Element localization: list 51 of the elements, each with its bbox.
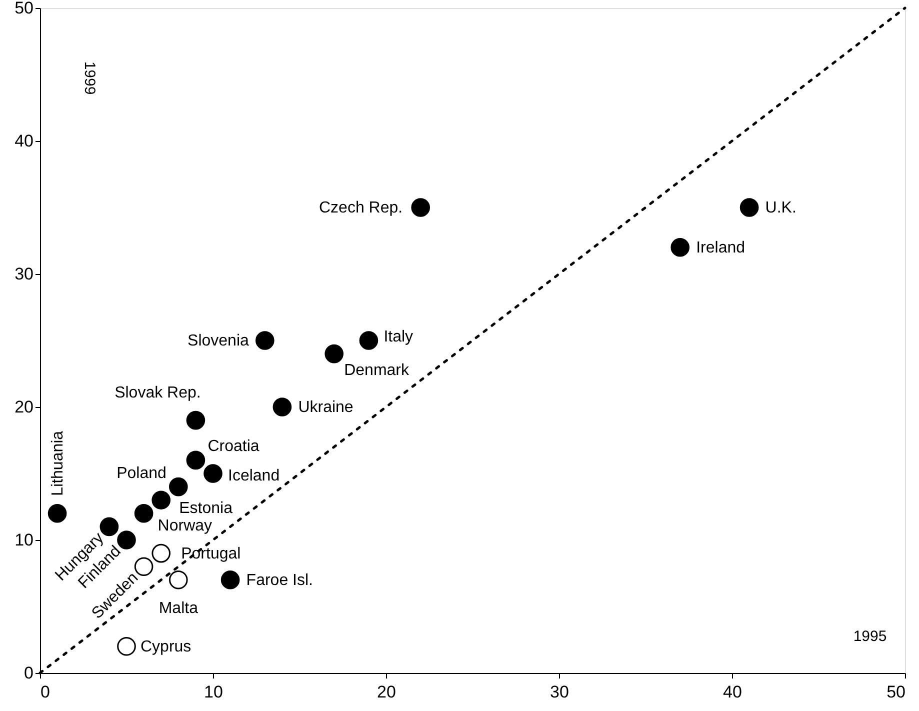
y-tick-label: 10 [14,530,34,550]
x-tick-label: 20 [377,682,396,702]
annotation: Portugal [181,545,241,562]
y-tick-label: 40 [14,132,34,150]
y-tick-label: 30 [14,264,34,284]
annotation: Estonia [179,500,233,518]
point [255,331,274,350]
annotation: Ireland [696,239,746,256]
x-tick-label: 0 [40,682,50,702]
x-tick-label: 30 [550,682,569,702]
annotation: Lithuania [49,430,66,496]
point [168,477,188,496]
point [272,398,292,416]
point [134,504,154,523]
point [152,490,171,510]
annotation: Slovak Rep. [114,384,201,402]
annotation: Denmark [344,362,410,379]
annotation: U.K. [765,200,796,216]
point [670,238,690,257]
annotation: Ukraine [298,399,354,416]
annotation: Italy [384,328,414,346]
annotation: Iceland [228,468,280,484]
y-tick-label: 20 [14,398,34,416]
point [152,544,171,563]
point [186,450,206,470]
x-tick-label: 50 [886,682,906,702]
point [117,637,136,656]
point [168,570,188,590]
annotation: Poland [116,464,166,482]
annotation: Faroe Isl. [246,572,313,589]
x-tick-label: 10 [204,682,223,702]
point [204,464,222,483]
x-axis-title: 1995 [853,628,887,645]
point [48,504,67,523]
point [220,570,240,590]
annotation: Malta [158,600,198,617]
y-axis-title: 1999 [81,61,98,95]
annotation: Czech Rep. [319,200,403,216]
annotation: Slovenia [188,332,249,350]
annotation: Croatia [208,438,260,456]
point [324,344,344,364]
point [740,198,759,217]
annotation: Cyprus [140,638,192,656]
y-tick-label: 50 [14,0,34,18]
point [411,198,430,217]
point [359,331,378,350]
y-tick-label: 0 [24,664,34,682]
annotation: Norway [158,517,212,534]
point [134,557,154,576]
point [186,410,206,430]
x-tick-label: 40 [723,682,742,702]
